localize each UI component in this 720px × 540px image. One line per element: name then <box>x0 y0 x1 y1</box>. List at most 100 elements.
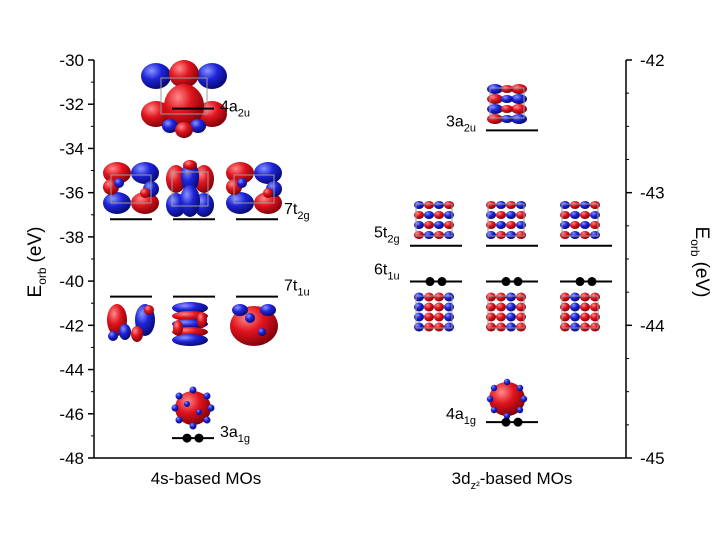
orbital-lobe <box>506 221 516 229</box>
orbital-lobe <box>173 320 183 336</box>
right-tick-label: -43 <box>640 184 665 203</box>
orbital-4a1g <box>486 378 528 420</box>
cluster-cage <box>160 77 208 115</box>
orbital-6t1u <box>486 292 526 332</box>
left-tick-label: -40 <box>59 272 84 291</box>
left-axis: -30 -32 -34 -36 -38 -40 -42 -44 -46 -48 Eorb(eV) <box>25 51 95 468</box>
orbital-lobe <box>496 292 506 302</box>
orbital-lobe <box>501 105 513 113</box>
orbital-lobe <box>175 391 211 425</box>
electron-dot <box>501 277 511 287</box>
orbital-lobe <box>487 94 503 104</box>
right-tick-label: -42 <box>640 51 665 70</box>
orbital-lobe <box>570 201 580 209</box>
orbital-lobe <box>175 122 193 138</box>
orbital-lobe <box>511 104 527 114</box>
left-tick-label: -36 <box>59 184 84 203</box>
orbital-lobe <box>196 409 202 415</box>
orbital-lobe <box>580 322 590 332</box>
orbital-lobe <box>424 302 434 312</box>
level-label: 7t1u <box>284 278 310 299</box>
orbital-lobe <box>496 201 506 209</box>
electron-dot <box>425 277 435 287</box>
orbital-lobe <box>424 312 434 322</box>
cluster-cage <box>561 295 599 329</box>
orbital-lobe <box>424 322 434 332</box>
cluster-cage <box>489 87 525 119</box>
orbital-lobe <box>424 231 434 239</box>
orbital-6t1u <box>560 292 600 332</box>
cluster-cage <box>415 295 453 329</box>
electron-dot <box>587 277 597 287</box>
orbital-lobe <box>197 312 207 328</box>
orbital-lobe <box>501 115 513 123</box>
orbital-isosurfaces <box>103 60 600 430</box>
cluster-cage <box>110 174 152 204</box>
orbital-lobe <box>254 162 282 184</box>
orbital-lobe <box>501 95 513 103</box>
level-label: 7t2g <box>284 201 310 222</box>
orbital-4a2u <box>141 60 227 138</box>
right-axis-title: Eorb(eV) <box>688 227 712 298</box>
orbital-lobe <box>189 386 197 394</box>
orbital-lobe <box>424 292 434 302</box>
orbital-lobe <box>434 201 444 209</box>
left-tick-label: -32 <box>59 95 84 114</box>
level-label: 3a2u <box>446 113 476 134</box>
left-axis-ticks: -30 -32 -34 -36 -38 -40 -42 -44 -46 -48 <box>59 51 94 468</box>
orbital-7t2g <box>103 162 159 214</box>
orbital-lobe <box>172 334 208 346</box>
right-tick-label: -44 <box>640 316 665 335</box>
orbital-lobe <box>175 416 183 424</box>
orbital-lobe <box>203 416 211 424</box>
orbital-5t2g <box>486 201 526 239</box>
orbital-lobe <box>506 201 516 209</box>
orbital-lobe <box>260 304 276 316</box>
orbital-lobe <box>197 63 227 89</box>
orbital-lobe <box>580 201 590 209</box>
orbital-lobe <box>580 312 590 322</box>
orbital-lobe <box>496 211 506 219</box>
orbital-lobe <box>162 119 178 133</box>
electron-dot <box>513 417 523 427</box>
orbital-7t2g <box>226 162 282 214</box>
orbital-lobe <box>169 60 199 88</box>
orbital-lobe <box>496 302 506 312</box>
level-label: 4a2u <box>220 99 250 120</box>
orbital-lobe <box>511 114 527 124</box>
orbital-lobe <box>434 221 444 229</box>
energy-levels: 4a2u 7t2g 7t1u 3a1g 3a2u 5t2g 6t1u 4a1g <box>110 99 612 445</box>
orbital-lobe <box>570 221 580 229</box>
orbital-lobe <box>570 302 580 312</box>
orbital-lobe <box>580 221 590 229</box>
orbital-lobe <box>511 94 527 104</box>
left-tick-label: -42 <box>59 316 84 335</box>
orbital-lobe <box>245 313 255 323</box>
orbital-lobe <box>180 185 200 217</box>
orbital-lobe <box>570 322 580 332</box>
orbital-lobe <box>490 406 498 414</box>
level-label: 6t1u <box>374 262 400 283</box>
orbital-lobe <box>171 404 179 412</box>
orbital-lobe <box>184 401 190 407</box>
orbital-lobe <box>434 211 444 219</box>
orbital-lobe <box>506 211 516 219</box>
orbital-lobe <box>570 231 580 239</box>
orbital-lobe <box>424 201 434 209</box>
orbital-lobe <box>434 292 444 302</box>
orbital-lobe <box>103 162 131 184</box>
cluster-cage <box>487 295 525 329</box>
orbital-lobe <box>181 161 199 193</box>
electron-dot <box>194 433 204 443</box>
orbital-lobe <box>131 162 159 184</box>
left-tick-label: -44 <box>59 361 84 380</box>
orbital-7t1u <box>107 304 155 342</box>
orbital-lobe <box>226 162 254 184</box>
orbital-lobe <box>506 302 516 312</box>
orbital-lobe <box>503 378 511 386</box>
orbital-lobe <box>520 395 528 403</box>
left-tick-label: -38 <box>59 228 84 247</box>
orbital-lobe <box>496 231 506 239</box>
orbital-lobe <box>141 63 171 89</box>
category-label-right: 3dz²-based MOs <box>452 469 573 492</box>
